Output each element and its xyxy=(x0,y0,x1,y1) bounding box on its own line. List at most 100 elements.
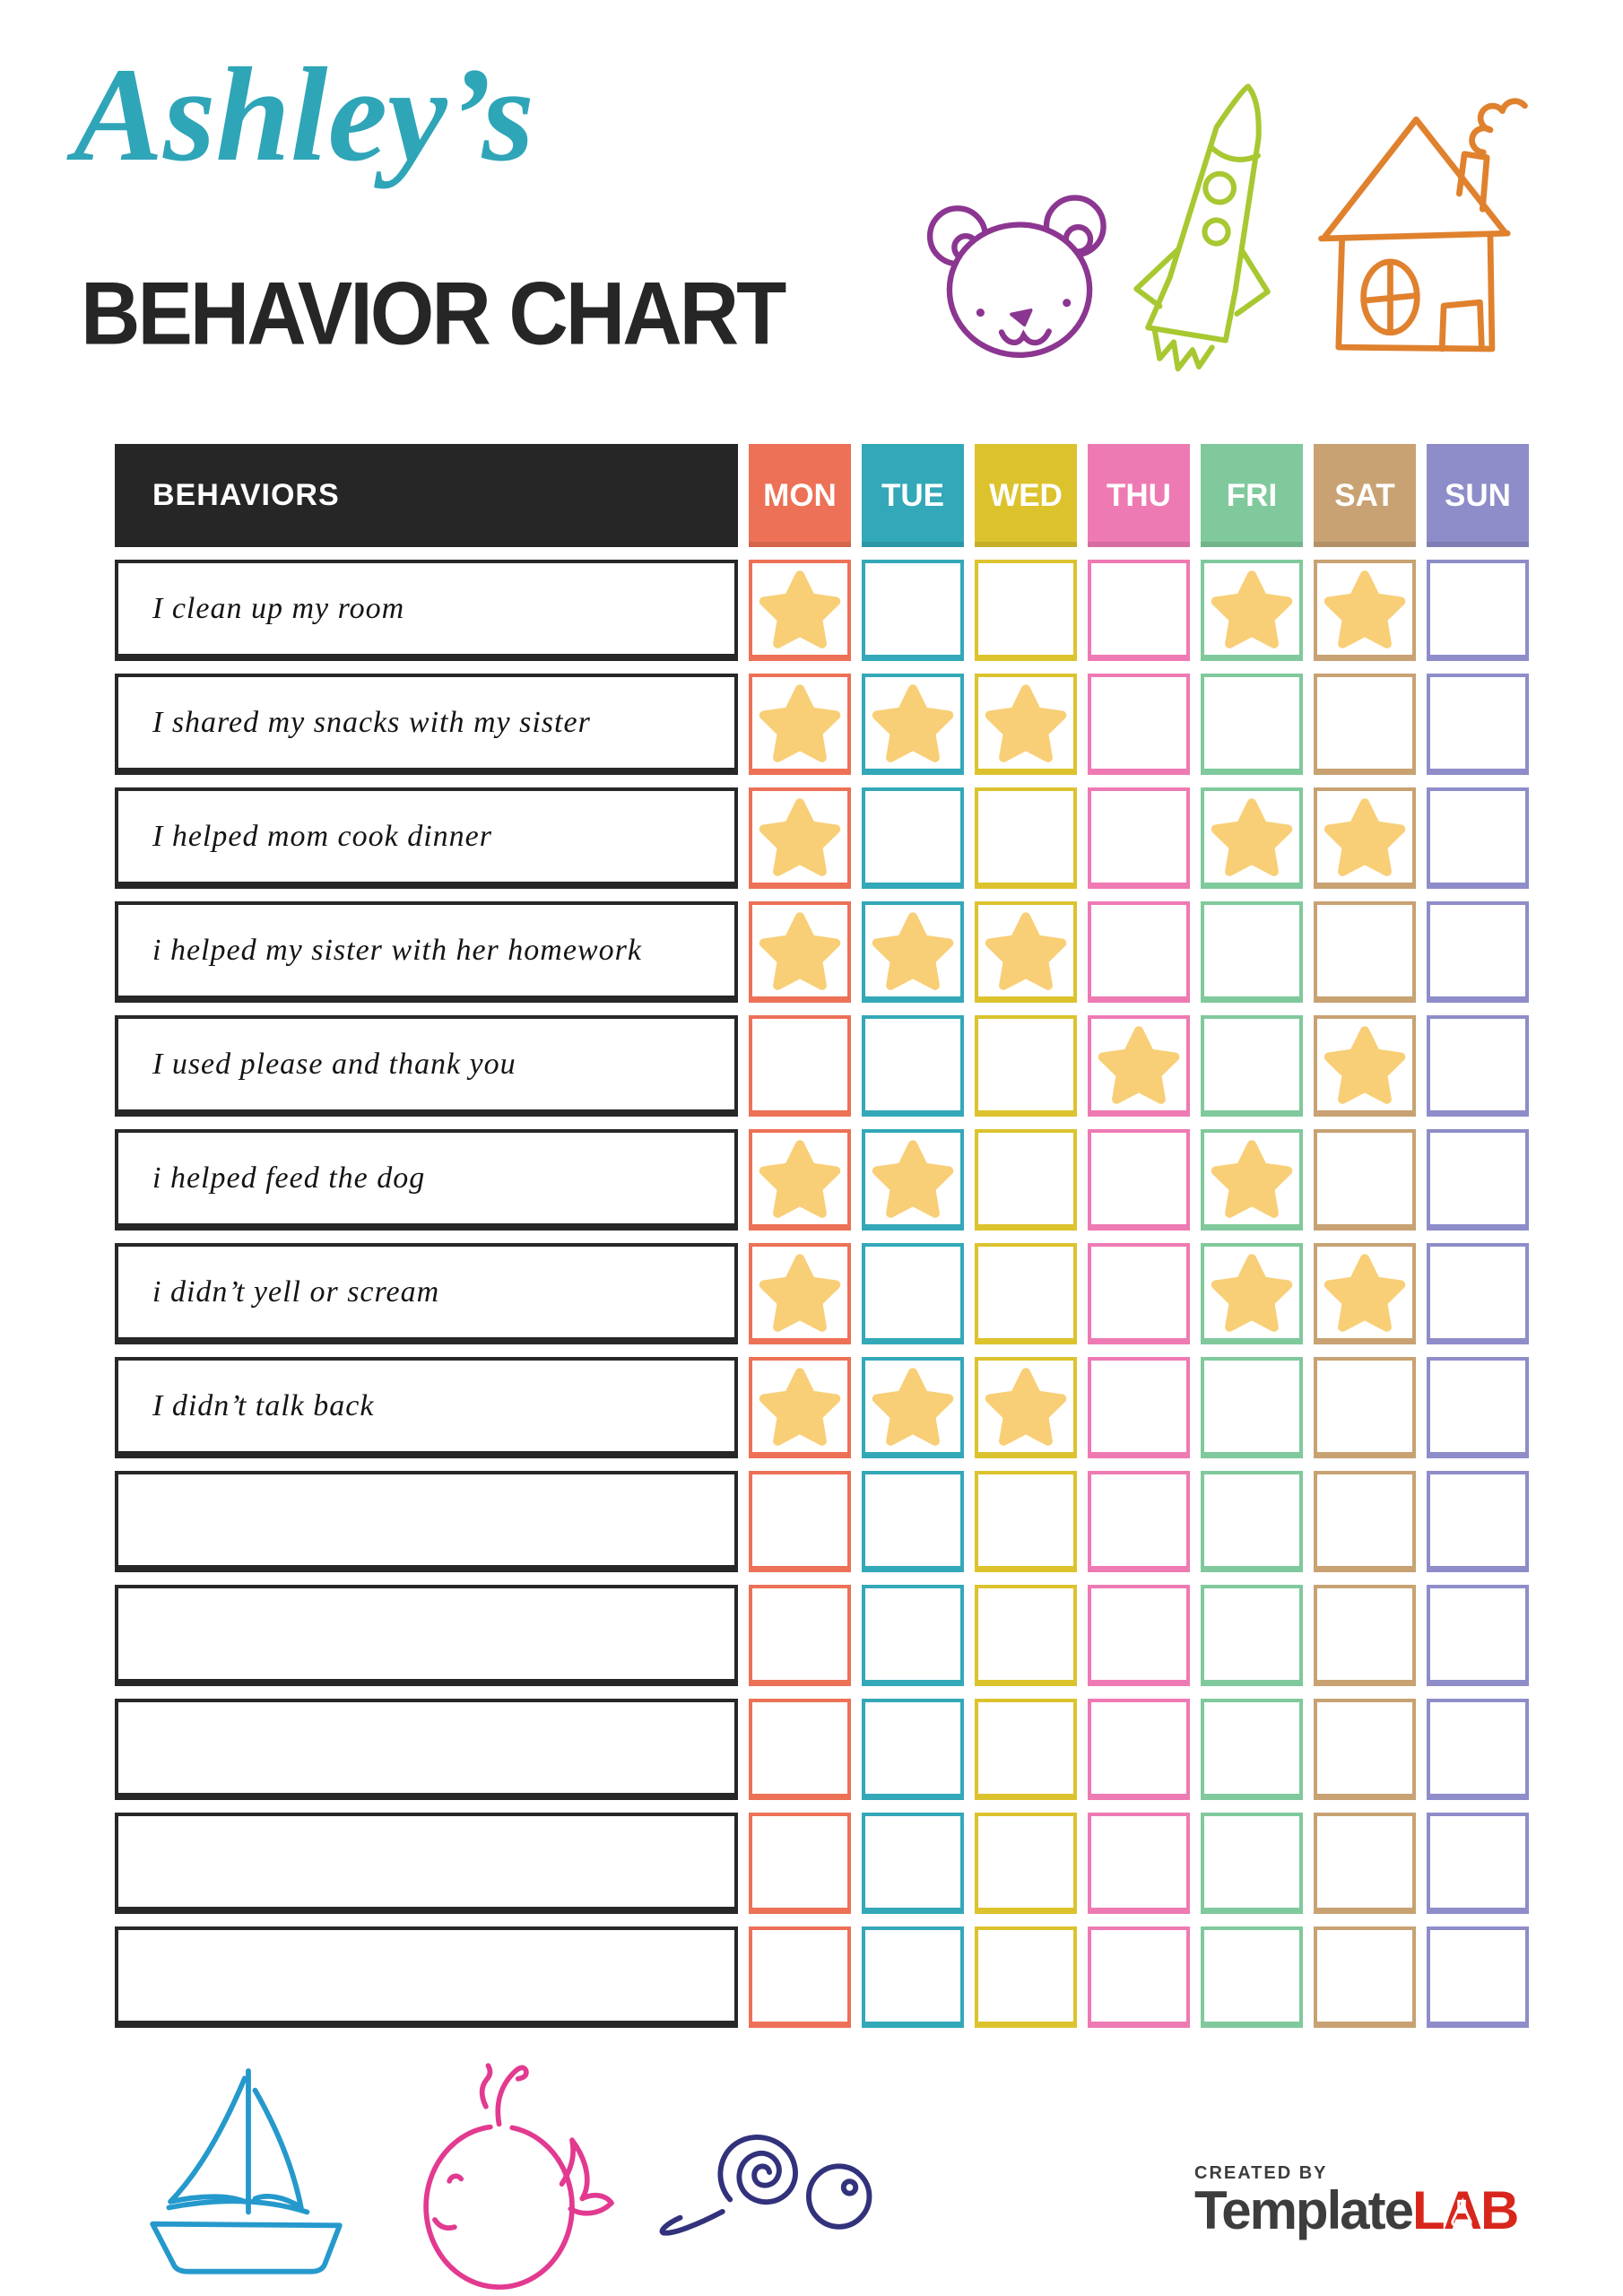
cell-tue-row-4 xyxy=(862,901,964,1003)
cell-mon-row-1 xyxy=(749,560,851,661)
star-icon xyxy=(872,1140,954,1218)
star-icon xyxy=(1324,1026,1406,1104)
cell-fri-row-9 xyxy=(1201,1471,1303,1572)
cell-fri-row-1 xyxy=(1201,560,1303,661)
cell-thu-row-13 xyxy=(1088,1926,1190,2028)
cell-thu-row-3 xyxy=(1088,787,1190,889)
star-icon xyxy=(1211,1254,1293,1332)
rocket-icon xyxy=(1123,70,1306,395)
cell-sun-row-11 xyxy=(1427,1699,1529,1800)
behavior-label-row-13 xyxy=(115,1926,738,2028)
cell-sun-row-2 xyxy=(1427,674,1529,775)
cell-wed-row-11 xyxy=(975,1699,1077,1800)
cell-tue-row-1 xyxy=(862,560,964,661)
cell-wed-row-5 xyxy=(975,1015,1077,1117)
cell-sat-row-7 xyxy=(1314,1243,1416,1344)
cell-sun-row-12 xyxy=(1427,1813,1529,1914)
behavior-table: BEHAVIORS MON TUE WED THU FRI SAT SUN I clean u… xyxy=(115,444,1529,2028)
behavior-label-row-2: I shared my snacks with my sister xyxy=(115,674,738,775)
star-icon xyxy=(759,570,841,648)
cell-mon-row-2 xyxy=(749,674,851,775)
cell-fri-row-4 xyxy=(1201,901,1303,1003)
cell-thu-row-1 xyxy=(1088,560,1190,661)
cell-tue-row-2 xyxy=(862,674,964,775)
cell-sat-row-3 xyxy=(1314,787,1416,889)
day-header-thu: THU xyxy=(1088,444,1190,547)
star-icon xyxy=(872,1368,954,1446)
star-icon xyxy=(759,912,841,990)
behavior-label-row-11 xyxy=(115,1699,738,1800)
behavior-label-row-9 xyxy=(115,1471,738,1572)
cell-mon-row-11 xyxy=(749,1699,851,1800)
cell-tue-row-7 xyxy=(862,1243,964,1344)
cell-mon-row-9 xyxy=(749,1471,851,1572)
star-icon xyxy=(872,684,954,762)
cell-wed-row-12 xyxy=(975,1813,1077,1914)
behaviors-column-header: BEHAVIORS xyxy=(115,444,738,547)
star-icon xyxy=(759,1254,841,1332)
cell-thu-row-11 xyxy=(1088,1699,1190,1800)
cell-mon-row-8 xyxy=(749,1357,851,1458)
cell-tue-row-8 xyxy=(862,1357,964,1458)
star-icon xyxy=(1211,570,1293,648)
star-icon xyxy=(1324,570,1406,648)
day-header-tue: TUE xyxy=(862,444,964,547)
cell-sun-row-4 xyxy=(1427,901,1529,1003)
day-header-sat: SAT xyxy=(1314,444,1416,547)
cell-sat-row-5 xyxy=(1314,1015,1416,1117)
star-icon xyxy=(985,1368,1067,1446)
house-icon xyxy=(1311,85,1535,368)
cell-thu-row-10 xyxy=(1088,1585,1190,1686)
cell-fri-row-8 xyxy=(1201,1357,1303,1458)
cell-tue-row-9 xyxy=(862,1471,964,1572)
teddy-bear-icon xyxy=(922,184,1117,363)
cell-sat-row-2 xyxy=(1314,674,1416,775)
cell-fri-row-11 xyxy=(1201,1699,1303,1800)
cell-sun-row-13 xyxy=(1427,1926,1529,2028)
star-icon xyxy=(1098,1026,1180,1104)
star-icon xyxy=(1211,798,1293,876)
behavior-label-row-8: I didn’t talk back xyxy=(115,1357,738,1458)
cell-mon-row-7 xyxy=(749,1243,851,1344)
cell-thu-row-4 xyxy=(1088,901,1190,1003)
cell-wed-row-10 xyxy=(975,1585,1077,1686)
cell-sun-row-5 xyxy=(1427,1015,1529,1117)
sailboat-icon xyxy=(127,2054,365,2296)
cell-thu-row-2 xyxy=(1088,674,1190,775)
created-by-label: CREATED BY xyxy=(1194,2163,1328,2183)
brand-lab-text: LAB xyxy=(1411,2180,1519,2240)
cell-wed-row-13 xyxy=(975,1926,1077,2028)
cell-wed-row-6 xyxy=(975,1129,1077,1231)
cell-sat-row-13 xyxy=(1314,1926,1416,2028)
cell-thu-row-5 xyxy=(1088,1015,1190,1117)
star-icon xyxy=(759,1140,841,1218)
behavior-label-row-4: i helped my sister with her homework xyxy=(115,901,738,1003)
cell-mon-row-13 xyxy=(749,1926,851,2028)
cell-sun-row-9 xyxy=(1427,1471,1529,1572)
cell-sun-row-10 xyxy=(1427,1585,1529,1686)
cell-sat-row-6 xyxy=(1314,1129,1416,1231)
star-icon xyxy=(872,912,954,990)
star-icon xyxy=(985,684,1067,762)
cell-mon-row-10 xyxy=(749,1585,851,1686)
whale-icon xyxy=(384,2047,619,2296)
day-header-mon: MON xyxy=(749,444,851,547)
star-icon xyxy=(759,684,841,762)
day-header-fri: FRI xyxy=(1201,444,1303,547)
star-icon xyxy=(1211,1140,1293,1218)
cell-wed-row-4 xyxy=(975,901,1077,1003)
cell-wed-row-2 xyxy=(975,674,1077,775)
cell-wed-row-3 xyxy=(975,787,1077,889)
star-icon xyxy=(985,912,1067,990)
cell-tue-row-12 xyxy=(862,1813,964,1914)
cell-sat-row-10 xyxy=(1314,1585,1416,1686)
cell-tue-row-6 xyxy=(862,1129,964,1231)
cell-sun-row-6 xyxy=(1427,1129,1529,1231)
cell-wed-row-7 xyxy=(975,1243,1077,1344)
cell-fri-row-5 xyxy=(1201,1015,1303,1117)
cell-thu-row-6 xyxy=(1088,1129,1190,1231)
cell-thu-row-7 xyxy=(1088,1243,1190,1344)
cell-sat-row-8 xyxy=(1314,1357,1416,1458)
cell-wed-row-9 xyxy=(975,1471,1077,1572)
cell-tue-row-5 xyxy=(862,1015,964,1117)
